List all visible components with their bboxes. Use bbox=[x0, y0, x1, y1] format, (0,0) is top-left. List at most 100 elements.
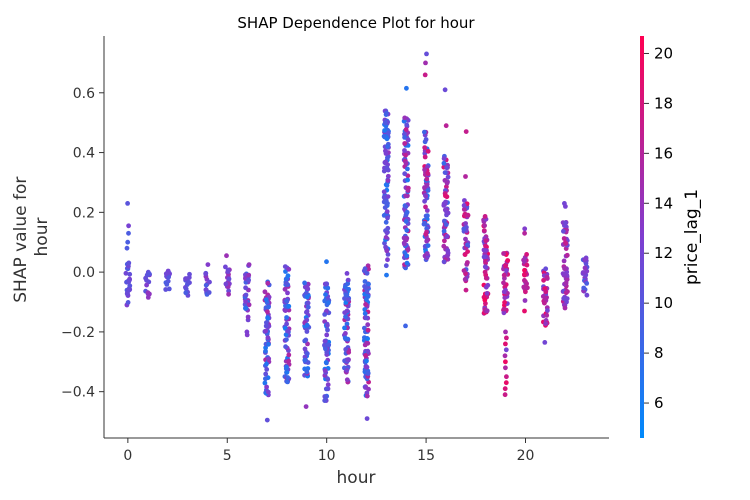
data-point bbox=[124, 291, 130, 297]
data-point bbox=[562, 305, 568, 311]
data-point bbox=[304, 329, 310, 334]
data-point bbox=[503, 263, 508, 269]
data-point bbox=[404, 209, 410, 215]
data-point bbox=[285, 273, 291, 279]
data-point bbox=[444, 184, 449, 190]
data-point bbox=[402, 241, 407, 247]
data-point bbox=[502, 392, 508, 398]
data-point bbox=[365, 336, 370, 342]
colorbar bbox=[640, 36, 644, 438]
data-point bbox=[584, 292, 590, 298]
data-point bbox=[322, 368, 328, 373]
data-point bbox=[441, 156, 447, 162]
data-point bbox=[564, 252, 570, 258]
data-point bbox=[325, 285, 331, 291]
data-point bbox=[463, 236, 468, 242]
data-point bbox=[145, 295, 151, 300]
data-point bbox=[522, 298, 528, 303]
data-point bbox=[384, 230, 390, 236]
data-point bbox=[503, 347, 509, 353]
data-point bbox=[126, 223, 131, 229]
data-point bbox=[503, 341, 508, 347]
data-point bbox=[322, 312, 328, 317]
data-point bbox=[263, 371, 269, 377]
data-point bbox=[265, 335, 271, 341]
data-point bbox=[326, 300, 331, 305]
data-point bbox=[543, 289, 549, 295]
data-point bbox=[404, 122, 410, 128]
data-point bbox=[502, 386, 508, 392]
data-point bbox=[462, 277, 468, 282]
data-point bbox=[322, 398, 328, 403]
data-point bbox=[345, 277, 351, 283]
data-point bbox=[365, 327, 371, 333]
data-point bbox=[563, 204, 568, 209]
data-point bbox=[226, 291, 232, 297]
data-point bbox=[286, 352, 292, 358]
data-point bbox=[501, 280, 506, 286]
data-point bbox=[443, 222, 449, 228]
data-point bbox=[424, 182, 430, 187]
data-point bbox=[365, 371, 371, 376]
data-point bbox=[404, 227, 410, 233]
x-ticks: 0 5 10 15 20 bbox=[123, 438, 534, 464]
data-point bbox=[502, 353, 508, 359]
data-point bbox=[342, 325, 347, 331]
data-point bbox=[441, 160, 447, 166]
data-point bbox=[384, 110, 389, 116]
data-point bbox=[304, 309, 309, 315]
data-point bbox=[461, 207, 467, 212]
data-point bbox=[483, 238, 489, 244]
data-point bbox=[444, 180, 450, 186]
data-point bbox=[465, 212, 471, 218]
data-point bbox=[403, 127, 409, 132]
colorbar-tick-label: 20 bbox=[654, 44, 673, 62]
data-point bbox=[263, 323, 269, 329]
data-point bbox=[403, 152, 408, 158]
data-point bbox=[481, 254, 487, 260]
data-point bbox=[403, 219, 409, 224]
data-point bbox=[323, 386, 329, 392]
data-point bbox=[183, 290, 189, 296]
data-point bbox=[562, 271, 567, 277]
data-point bbox=[304, 369, 310, 375]
data-point bbox=[442, 218, 447, 224]
data-point bbox=[561, 228, 566, 234]
data-point bbox=[265, 309, 270, 315]
data-point bbox=[343, 331, 348, 336]
data-point bbox=[166, 286, 172, 292]
data-point bbox=[285, 375, 290, 380]
data-point bbox=[523, 289, 528, 295]
data-point bbox=[405, 166, 410, 172]
data-point bbox=[461, 268, 467, 273]
data-point bbox=[364, 289, 370, 295]
data-point bbox=[343, 292, 349, 298]
data-point bbox=[305, 286, 310, 292]
data-point bbox=[362, 266, 368, 272]
data-point bbox=[482, 223, 487, 229]
data-point bbox=[424, 226, 430, 232]
data-point bbox=[145, 290, 151, 296]
data-point bbox=[384, 209, 390, 215]
data-point bbox=[403, 323, 408, 329]
data-point bbox=[564, 296, 570, 301]
data-point bbox=[545, 308, 550, 313]
data-point bbox=[246, 277, 251, 283]
data-point bbox=[541, 277, 546, 283]
data-point bbox=[363, 302, 368, 307]
data-point bbox=[443, 200, 448, 206]
colorbar-tick-label: 6 bbox=[654, 394, 664, 412]
data-point bbox=[342, 335, 348, 341]
data-point bbox=[282, 264, 288, 269]
data-point bbox=[344, 271, 350, 276]
data-point bbox=[383, 148, 388, 154]
data-point bbox=[344, 367, 350, 373]
data-point bbox=[463, 221, 468, 226]
data-point bbox=[385, 178, 391, 183]
data-point bbox=[404, 85, 409, 91]
y-tick-label: 0.0 bbox=[73, 265, 95, 281]
data-point bbox=[125, 239, 131, 245]
data-point bbox=[305, 300, 311, 306]
data-point bbox=[344, 377, 350, 383]
data-point bbox=[381, 133, 387, 139]
